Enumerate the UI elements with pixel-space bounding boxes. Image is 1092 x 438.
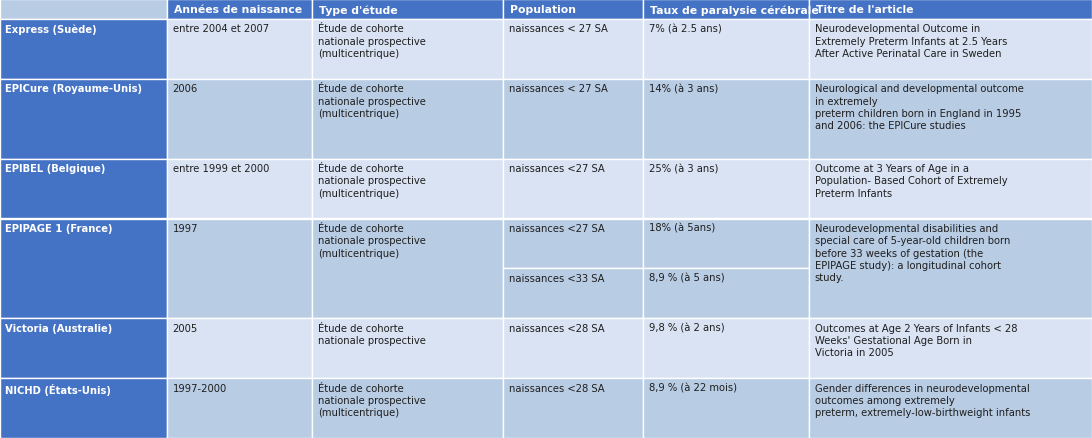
Text: Taux de paralysie cérébrale: Taux de paralysie cérébrale — [650, 5, 819, 16]
Text: Outcome at 3 Years of Age in a
Population- Based Cohort of Extremely
Preterm Inf: Outcome at 3 Years of Age in a Populatio… — [815, 164, 1007, 198]
Text: 7% (à 2.5 ans): 7% (à 2.5 ans) — [649, 24, 722, 34]
Bar — [809, 20, 1092, 80]
Bar — [643, 159, 809, 219]
Bar — [809, 159, 1092, 219]
Text: Neurological and developmental outcome
in extremely
preterm children born in Eng: Neurological and developmental outcome i… — [815, 84, 1023, 131]
Bar — [809, 219, 1092, 318]
Bar — [312, 20, 503, 80]
Text: Victoria (Australie): Victoria (Australie) — [5, 323, 112, 333]
Text: Étude de cohorte
nationale prospective: Étude de cohorte nationale prospective — [318, 323, 426, 345]
Text: 18% (à 5ans): 18% (à 5ans) — [649, 223, 715, 233]
Bar — [167, 80, 312, 159]
Text: 2006: 2006 — [173, 84, 198, 94]
Text: Type d'étude: Type d'étude — [319, 5, 397, 16]
Bar — [312, 159, 503, 219]
Bar — [312, 0, 503, 20]
Bar — [312, 219, 503, 318]
Text: Étude de cohorte
nationale prospective
(multicentrique): Étude de cohorte nationale prospective (… — [318, 164, 426, 198]
Bar — [643, 219, 809, 269]
Bar — [809, 318, 1092, 378]
Bar — [167, 219, 312, 318]
Bar — [167, 378, 312, 438]
Bar — [643, 378, 809, 438]
Text: Étude de cohorte
nationale prospective
(multicentrique): Étude de cohorte nationale prospective (… — [318, 383, 426, 417]
Text: 9,8 % (à 2 ans): 9,8 % (à 2 ans) — [649, 323, 724, 333]
Bar — [643, 80, 809, 159]
Bar — [0, 378, 167, 438]
Text: Titre de l'article: Titre de l'article — [816, 5, 913, 15]
Text: EPICure (Royaume-Unis): EPICure (Royaume-Unis) — [5, 84, 142, 94]
Text: EPIPAGE 1 (France): EPIPAGE 1 (France) — [5, 223, 112, 233]
Bar — [0, 318, 167, 378]
Bar — [643, 318, 809, 378]
Text: Population: Population — [510, 5, 575, 15]
Text: 1997: 1997 — [173, 223, 198, 233]
Text: Étude de cohorte
nationale prospective
(multicentrique): Étude de cohorte nationale prospective (… — [318, 24, 426, 59]
Bar — [643, 0, 809, 20]
Text: 8,9 % (à 22 mois): 8,9 % (à 22 mois) — [649, 383, 737, 392]
Text: 25% (à 3 ans): 25% (à 3 ans) — [649, 164, 719, 173]
Text: Étude de cohorte
nationale prospective
(multicentrique): Étude de cohorte nationale prospective (… — [318, 84, 426, 119]
Text: 1997-2000: 1997-2000 — [173, 383, 227, 392]
Text: Neurodevelopmental disabilities and
special care of 5-year-old children born
bef: Neurodevelopmental disabilities and spec… — [815, 223, 1010, 283]
Text: Années de naissance: Années de naissance — [174, 5, 301, 15]
Bar — [643, 269, 809, 318]
Text: naissances <27 SA: naissances <27 SA — [509, 164, 605, 173]
Bar — [643, 20, 809, 80]
Bar — [503, 378, 643, 438]
Bar — [503, 80, 643, 159]
Text: naissances < 27 SA: naissances < 27 SA — [509, 24, 608, 34]
Bar — [503, 318, 643, 378]
Bar — [0, 20, 167, 80]
Bar — [0, 219, 167, 318]
Bar — [809, 378, 1092, 438]
Bar — [312, 318, 503, 378]
Bar — [503, 269, 643, 318]
Bar — [167, 318, 312, 378]
Bar — [167, 159, 312, 219]
Text: 8,9 % (à 5 ans): 8,9 % (à 5 ans) — [649, 273, 724, 283]
Bar — [503, 20, 643, 80]
Bar — [809, 0, 1092, 20]
Bar — [0, 159, 167, 219]
Bar — [167, 20, 312, 80]
Text: naissances <28 SA: naissances <28 SA — [509, 323, 605, 333]
Bar — [503, 219, 643, 269]
Bar — [503, 159, 643, 219]
Bar — [0, 80, 167, 159]
Text: 2005: 2005 — [173, 323, 198, 333]
Bar — [809, 80, 1092, 159]
Text: Étude de cohorte
nationale prospective
(multicentrique): Étude de cohorte nationale prospective (… — [318, 223, 426, 258]
Bar — [312, 80, 503, 159]
Bar — [167, 0, 312, 20]
Text: EPIBEL (Belgique): EPIBEL (Belgique) — [5, 164, 106, 173]
Text: Express (Suède): Express (Suède) — [5, 24, 97, 35]
Bar — [503, 0, 643, 20]
Text: Gender differences in neurodevelopmental
outcomes among extremely
preterm, extre: Gender differences in neurodevelopmental… — [815, 383, 1030, 417]
Text: naissances <33 SA: naissances <33 SA — [509, 273, 604, 283]
Text: 14% (à 3 ans): 14% (à 3 ans) — [649, 84, 717, 94]
Bar — [0, 0, 167, 20]
Text: naissances < 27 SA: naissances < 27 SA — [509, 84, 608, 94]
Text: naissances <28 SA: naissances <28 SA — [509, 383, 605, 392]
Text: Outcomes at Age 2 Years of Infants < 28
Weeks' Gestational Age Born in
Victoria : Outcomes at Age 2 Years of Infants < 28 … — [815, 323, 1017, 358]
Text: Neurodevelopmental Outcome in
Extremely Preterm Infants at 2.5 Years
After Activ: Neurodevelopmental Outcome in Extremely … — [815, 24, 1007, 59]
Text: entre 2004 et 2007: entre 2004 et 2007 — [173, 24, 269, 34]
Text: naissances <27 SA: naissances <27 SA — [509, 223, 605, 233]
Bar — [312, 378, 503, 438]
Text: NICHD (États-Unis): NICHD (États-Unis) — [5, 383, 111, 395]
Text: entre 1999 et 2000: entre 1999 et 2000 — [173, 164, 269, 173]
